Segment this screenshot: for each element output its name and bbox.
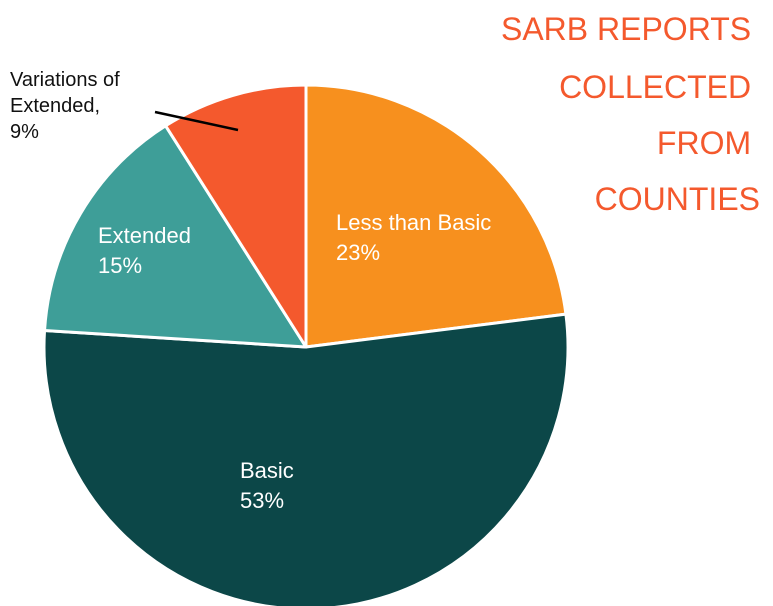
callout-label-variations-of-extended: Variations of Extended, 9% [10,69,125,143]
title-line-4: COUNTIES [595,181,760,217]
chart-title: SARB REPORTS COLLECTED FROM COUNTIES [501,11,760,217]
pie-slice-basic [42,312,570,606]
callout-leader-line [154,110,239,132]
slice-label-value: 23% [336,240,380,265]
slice-label-extended: Extended 15% [98,223,191,278]
pie-slice-extended [43,124,308,349]
callout-line-3: 9% [10,121,39,143]
slice-label-name: Extended [98,223,191,248]
slice-label-basic: Basic 53% [240,458,294,513]
callout-line-2: Extended, [10,95,100,117]
callout-line-1: Variations of [10,69,120,91]
pie-slice-variations-of-extended [164,83,308,349]
title-line-3: FROM [657,125,751,161]
slice-label-value: 53% [240,488,284,513]
slice-label-less-than-basic: Less than Basic 23% [336,210,491,265]
slice-labels: Less than Basic 23% Basic 53% Extended 15% [98,210,491,513]
pie-slice-less-than-basic [304,83,568,349]
slice-label-name: Basic [240,458,294,483]
title-line-1: SARB REPORTS [501,11,751,47]
pie-slices [42,83,570,606]
slice-label-value: 15% [98,253,142,278]
slice-label-name: Less than Basic [336,210,491,235]
title-line-2: COLLECTED [559,69,751,105]
